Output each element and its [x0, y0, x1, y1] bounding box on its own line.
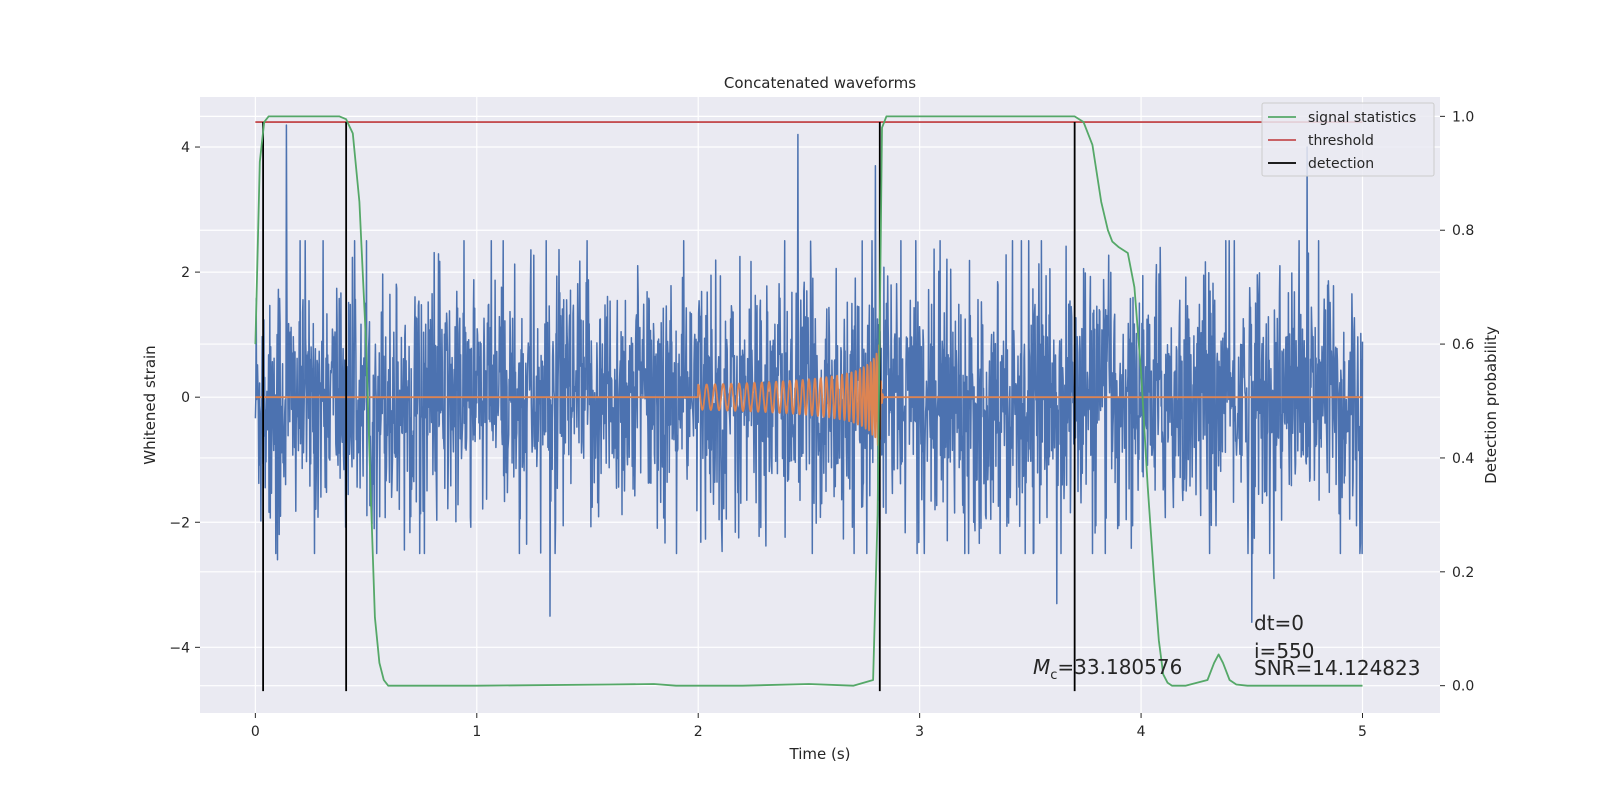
x-tick-label: 3 — [915, 724, 924, 740]
y2-tick-label: 0.8 — [1452, 223, 1474, 239]
y-tick-label: 0 — [181, 390, 190, 406]
y-tick-label: −2 — [169, 515, 190, 531]
legend-label-signal-statistics: signal statistics — [1308, 110, 1416, 126]
chirp-mass-value: =33.180576 — [1057, 655, 1182, 679]
plot-area — [254, 115, 1364, 692]
signal-statistics-line — [254, 115, 1363, 687]
y2-tick-label: 0.6 — [1452, 337, 1474, 353]
x-tick-label: 2 — [694, 724, 703, 740]
chirp-mass-symbol: M — [1033, 655, 1050, 679]
y-axis-label: Whitened strain — [141, 345, 159, 464]
chart-title: Concatenated waveforms — [724, 74, 916, 92]
y2-axis-label: Detection probability — [1482, 326, 1500, 484]
legend-label-detection: detection — [1308, 156, 1374, 172]
waveform-line — [254, 344, 1364, 447]
legend-label-threshold: threshold — [1308, 133, 1374, 149]
chirp-mass-annotation: Mc=33.180576 — [1033, 655, 1182, 683]
snr-annotation: SNR=14.124823 — [1254, 656, 1420, 680]
y-tick-label: 2 — [181, 265, 190, 281]
chirp-mass-subscript: c — [1050, 668, 1057, 683]
index-annotation: i=550 — [1254, 639, 1315, 663]
x-tick-label: 0 — [251, 724, 260, 740]
y2-tick-label: 0.0 — [1452, 679, 1474, 695]
y2-tick-label: 0.2 — [1452, 565, 1474, 581]
x-axis-label: Time (s) — [789, 745, 851, 763]
y2-tick-label: 1.0 — [1452, 109, 1474, 125]
axis-ticks: 0 1 2 3 4 5 −4 −2 0 2 4 0.0 0.2 0.4 0.6 0.8 1.0 — [169, 109, 1474, 740]
y2-tick-label: 0.4 — [1452, 451, 1474, 467]
y-tick-label: −4 — [169, 640, 190, 656]
x-tick-label: 4 — [1137, 724, 1146, 740]
legend-box — [1261, 102, 1435, 177]
legend: signal statistics threshold detection — [1261, 102, 1435, 177]
annotations: Mc=33.180576 dt=0 i=550 SNR=14.124823 — [1033, 611, 1420, 683]
x-tick-label: 1 — [472, 724, 481, 740]
dt-annotation: dt=0 — [1254, 611, 1304, 635]
x-tick-label: 5 — [1358, 724, 1367, 740]
y-tick-label: 4 — [181, 140, 190, 156]
